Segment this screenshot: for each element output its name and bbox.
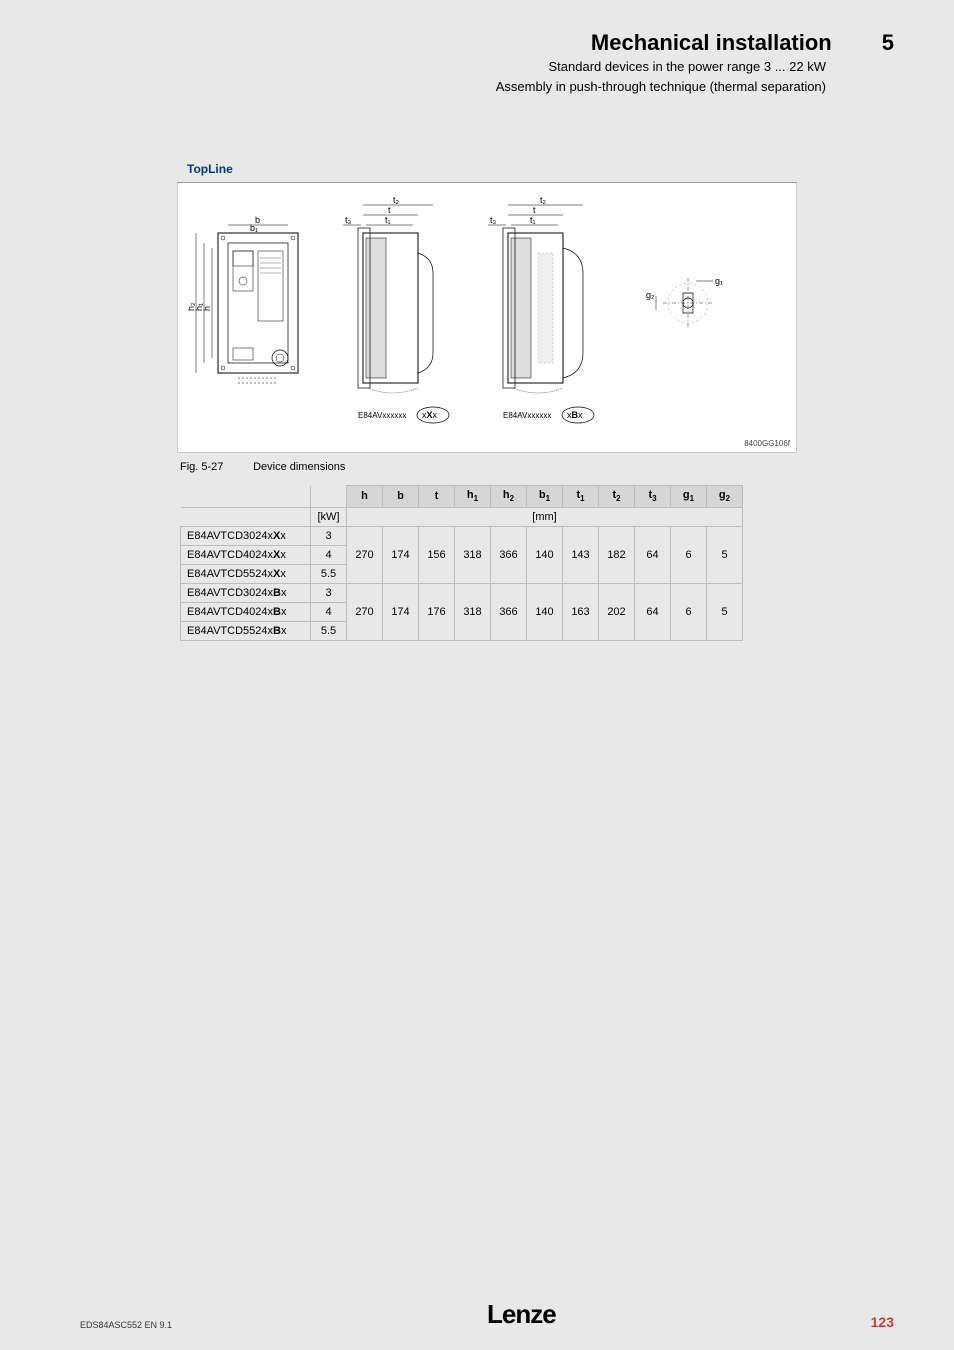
figure-id: 8400GG106f xyxy=(744,439,790,448)
col-h1: h1 xyxy=(455,486,491,507)
value-cell: 318 xyxy=(455,526,491,583)
svg-text:t₃: t₃ xyxy=(490,215,497,225)
kw-cell: 4 xyxy=(311,602,347,621)
value-cell: 174 xyxy=(383,526,419,583)
value-cell: 64 xyxy=(635,583,671,640)
footer-doc-id: EDS84ASC552 EN 9.1 xyxy=(80,1320,172,1330)
dimensions-table: h b t h1 h2 b1 t1 t2 t3 g1 g2 [kW] [mm] … xyxy=(180,485,743,640)
col-h: h xyxy=(347,486,383,507)
value-cell: 366 xyxy=(491,583,527,640)
model-cell: E84AVTCD4024xBx xyxy=(181,602,311,621)
col-g1: g1 xyxy=(671,486,707,507)
col-h2: h2 xyxy=(491,486,527,507)
model-cell: E84AVTCD4024xXx xyxy=(181,545,311,564)
kw-cell: 4 xyxy=(311,545,347,564)
value-cell: 174 xyxy=(383,583,419,640)
svg-text:t₂: t₂ xyxy=(540,195,547,205)
col-t: t xyxy=(419,486,455,507)
model-cell: E84AVTCD5524xBx xyxy=(181,621,311,640)
value-cell: 156 xyxy=(419,526,455,583)
header-title: Mechanical installation xyxy=(591,30,832,56)
col-t3: t3 xyxy=(635,486,671,507)
model-cell: E84AVTCD3024xBx xyxy=(181,583,311,602)
value-cell: 5 xyxy=(707,526,743,583)
value-cell: 64 xyxy=(635,526,671,583)
kw-cell: 3 xyxy=(311,526,347,545)
value-cell: 366 xyxy=(491,526,527,583)
svg-text:g₁: g₁ xyxy=(715,276,723,286)
diagram-side-view-b: t₂ t t₁ t₃ E84AVxxxxxx xBx xyxy=(478,193,608,433)
page-header: Mechanical installation 5 Standard devic… xyxy=(80,30,894,96)
svg-text:b₁: b₁ xyxy=(250,223,258,233)
svg-text:xXx: xXx xyxy=(422,410,438,420)
svg-text:t₂: t₂ xyxy=(393,195,400,205)
svg-text:t: t xyxy=(533,205,536,215)
value-cell: 143 xyxy=(563,526,599,583)
table-row: E84AVTCD3024xBx3270174176318366140163202… xyxy=(181,583,743,602)
value-cell: 202 xyxy=(599,583,635,640)
table-unit-row: [kW] [mm] xyxy=(181,507,743,526)
diagram-hole-detail: g₁ g₂ xyxy=(628,258,738,348)
value-cell: 270 xyxy=(347,583,383,640)
value-cell: 318 xyxy=(455,583,491,640)
value-cell: 6 xyxy=(671,583,707,640)
kw-cell: 5.5 xyxy=(311,564,347,583)
col-b: b xyxy=(383,486,419,507)
svg-text:h: h xyxy=(202,306,212,311)
col-b1: b1 xyxy=(527,486,563,507)
value-cell: 6 xyxy=(671,526,707,583)
value-cell: 5 xyxy=(707,583,743,640)
value-cell: 182 xyxy=(599,526,635,583)
svg-text:t: t xyxy=(388,205,391,215)
value-cell: 176 xyxy=(419,583,455,640)
svg-text:t₃: t₃ xyxy=(345,215,352,225)
page-footer: EDS84ASC552 EN 9.1 Lenze 123 xyxy=(80,1299,894,1330)
svg-text:xBx: xBx xyxy=(567,410,583,420)
value-cell: 140 xyxy=(527,583,563,640)
diagram-front-view: b b₁ h₂ h₁ h xyxy=(188,203,328,413)
svg-text:g₂: g₂ xyxy=(646,290,655,300)
footer-logo: Lenze xyxy=(487,1299,556,1330)
value-cell: 140 xyxy=(527,526,563,583)
figure-caption-text: Device dimensions xyxy=(253,461,345,473)
col-t1: t1 xyxy=(563,486,599,507)
col-g2: g2 xyxy=(707,486,743,507)
header-subtitle2: Assembly in push-through technique (ther… xyxy=(80,78,826,96)
svg-text:E84AVxxxxxx: E84AVxxxxxx xyxy=(358,411,406,420)
footer-page-number: 123 xyxy=(871,1314,894,1330)
svg-text:E84AVxxxxxx: E84AVxxxxxx xyxy=(503,411,551,420)
model-cell: E84AVTCD3024xXx xyxy=(181,526,311,545)
value-cell: 163 xyxy=(563,583,599,640)
table-header-row: h b t h1 h2 b1 t1 t2 t3 g1 g2 xyxy=(181,486,743,507)
table-row: E84AVTCD3024xXx3270174156318366140143182… xyxy=(181,526,743,545)
kw-cell: 5.5 xyxy=(311,621,347,640)
model-cell: E84AVTCD5524xXx xyxy=(181,564,311,583)
header-subtitle1: Standard devices in the power range 3 ..… xyxy=(80,58,826,76)
diagram-title: TopLine xyxy=(177,156,797,183)
figure-caption: Fig. 5-27 Device dimensions xyxy=(180,461,894,473)
unit-kw: [kW] xyxy=(311,507,347,526)
kw-cell: 3 xyxy=(311,583,347,602)
chapter-number: 5 xyxy=(882,30,894,56)
col-t2: t2 xyxy=(599,486,635,507)
figure-label: Fig. 5-27 xyxy=(180,461,250,473)
diagram-figure: TopLine b b₁ xyxy=(177,156,797,453)
unit-mm: [mm] xyxy=(347,507,743,526)
svg-text:t₁: t₁ xyxy=(530,215,536,225)
value-cell: 270 xyxy=(347,526,383,583)
diagram-side-view-x: t₂ t t₁ t₃ E84AVxxxxxx xXx xyxy=(333,193,463,433)
diagram-area: b b₁ h₂ h₁ h xyxy=(177,183,797,453)
svg-text:t₁: t₁ xyxy=(385,215,391,225)
